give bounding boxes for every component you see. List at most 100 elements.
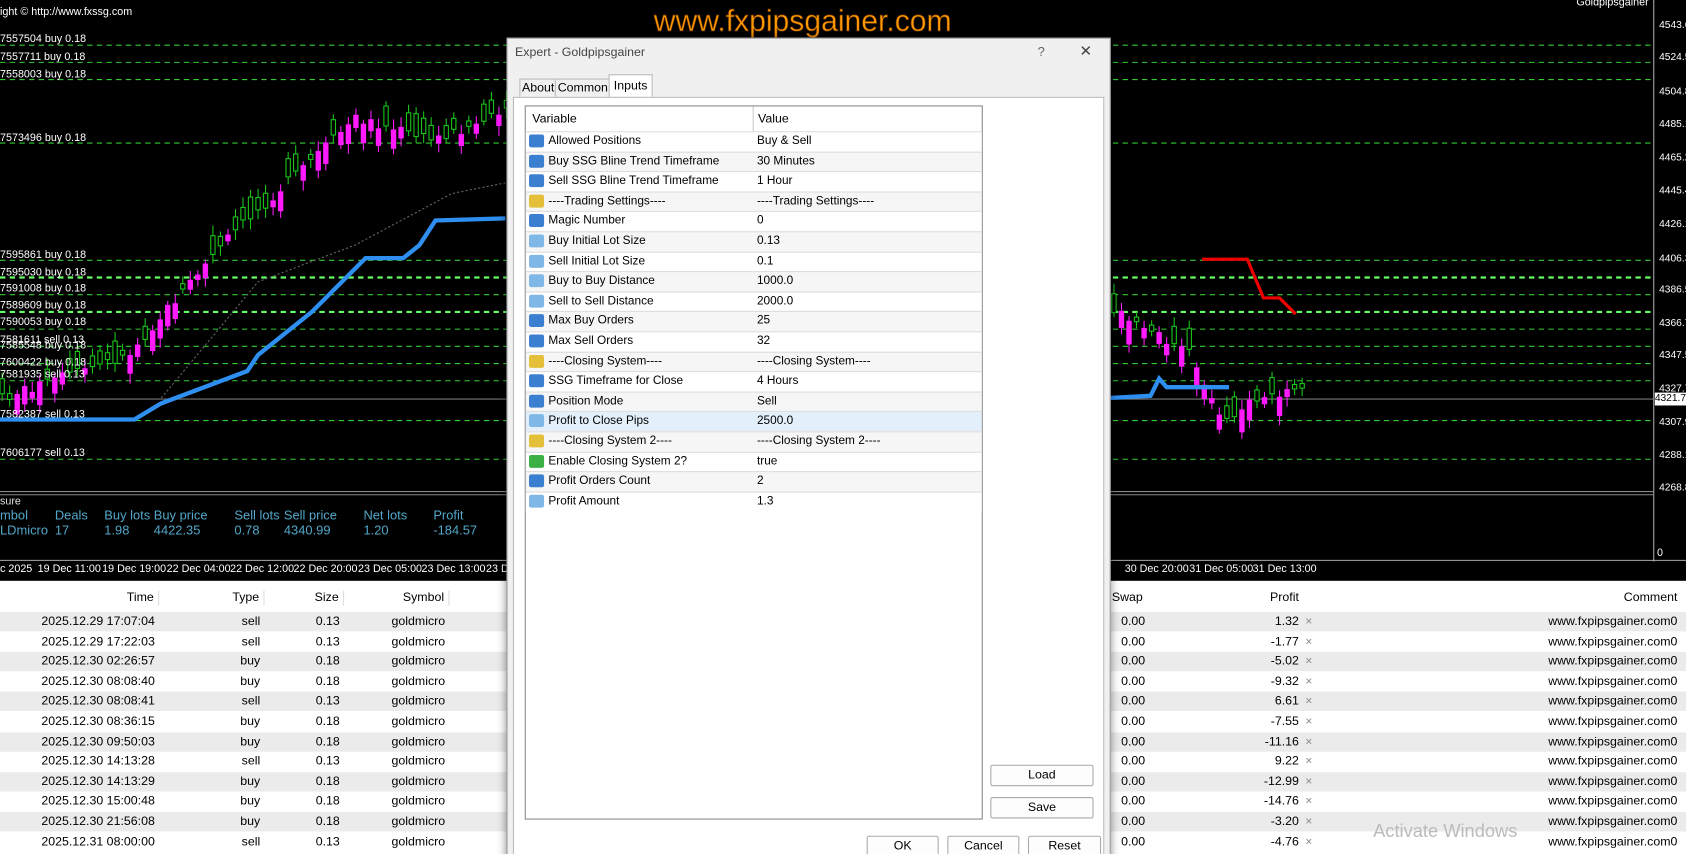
close-icon[interactable]: ×	[1305, 775, 1313, 789]
param-row[interactable]	[525, 291, 982, 312]
candle-body	[353, 114, 359, 129]
param-row[interactable]	[525, 351, 982, 372]
exposure-header: mbol	[0, 507, 28, 523]
param-value[interactable]: 32	[756, 334, 771, 348]
close-icon[interactable]: ×	[1305, 635, 1313, 649]
tab[interactable]: Common	[554, 78, 611, 98]
candle-body	[1209, 398, 1215, 404]
param-row[interactable]	[525, 131, 982, 152]
param-icon	[529, 214, 545, 228]
order-label: 7573496 buy 0.18	[0, 132, 87, 145]
order-label: 7600422 buy 0.18	[0, 357, 87, 369]
param-row[interactable]	[525, 311, 982, 332]
param-value[interactable]: 25	[756, 314, 771, 328]
tab[interactable]: Inputs	[608, 74, 653, 97]
candle-body	[14, 393, 20, 415]
param-row[interactable]	[525, 431, 982, 452]
help-button[interactable]: ?	[1037, 44, 1045, 60]
candle-body	[262, 192, 269, 209]
close-icon[interactable]: ×	[1305, 755, 1313, 769]
param-value[interactable]: ----Closing System----	[756, 354, 871, 368]
param-value[interactable]: 0.1	[756, 254, 774, 268]
candle-body	[255, 197, 261, 211]
order-label: 7595861 buy 0.18	[0, 249, 87, 262]
table-cell: www.fxpipsgainer.com0	[1548, 655, 1678, 669]
load-button[interactable]: Load	[990, 764, 1094, 787]
param-value[interactable]: 2500.0	[756, 414, 794, 428]
close-icon[interactable]: ×	[1305, 715, 1313, 729]
table-cell: www.fxpipsgainer.com0	[1548, 715, 1678, 729]
param-row[interactable]	[525, 391, 982, 412]
reset-button[interactable]: Reset	[1027, 835, 1102, 854]
candle-body	[1141, 327, 1147, 339]
price-label: 4347.5	[1659, 349, 1686, 362]
param-row[interactable]	[525, 491, 982, 512]
param-value[interactable]: 0	[756, 214, 764, 228]
close-icon[interactable]: ×	[1305, 695, 1313, 709]
exposure-value: LDmicro	[0, 522, 49, 538]
close-button[interactable]: ✕	[1079, 41, 1093, 60]
param-value[interactable]: Buy & Sell	[756, 134, 812, 148]
param-row[interactable]	[525, 371, 982, 392]
close-icon[interactable]: ×	[1305, 795, 1313, 809]
candle-body	[195, 274, 201, 280]
param-row[interactable]	[525, 151, 982, 172]
stop-line	[1202, 257, 1297, 316]
cancel-button[interactable]: Cancel	[947, 835, 1020, 854]
table-cell: 2025.12.30 08:08:40	[41, 675, 155, 689]
param-value[interactable]: 0.13	[756, 234, 781, 248]
param-value[interactable]: 1.3	[756, 494, 774, 508]
candle-body	[172, 303, 178, 319]
table-cell: 2025.12.30 09:50:03	[41, 735, 155, 749]
table-header: Time	[0, 590, 160, 606]
param-value[interactable]: ----Trading Settings----	[756, 194, 875, 208]
table-cell: sell	[241, 615, 261, 629]
candle-body	[293, 153, 299, 172]
close-icon[interactable]: ×	[1305, 655, 1313, 669]
param-value[interactable]: 1 Hour	[756, 174, 793, 188]
close-icon[interactable]: ×	[1305, 735, 1313, 749]
param-row[interactable]	[525, 171, 982, 192]
ok-button[interactable]: OK	[866, 835, 939, 854]
param-row[interactable]	[525, 271, 982, 292]
param-value[interactable]: 2	[756, 474, 764, 488]
param-value[interactable]: Sell	[756, 394, 777, 408]
close-icon[interactable]: ×	[1305, 815, 1313, 829]
table-cell: -12.99	[1263, 775, 1299, 789]
table-cell: 9.22	[1274, 755, 1299, 769]
candle-body	[375, 128, 382, 146]
candle-body	[82, 368, 88, 375]
table-cell: goldmicro	[391, 695, 446, 709]
param-row[interactable]	[525, 451, 982, 472]
table-cell: 0.00	[1121, 635, 1146, 649]
param-row[interactable]	[525, 411, 982, 432]
table-cell: 0.00	[1121, 795, 1146, 809]
param-row[interactable]	[525, 251, 982, 272]
time-label: 31 Dec 05:00	[1189, 563, 1254, 576]
param-value[interactable]: 1000.0	[756, 274, 794, 288]
grid-header: Value	[758, 112, 789, 126]
table-cell: 0.18	[315, 815, 340, 829]
param-row[interactable]	[525, 191, 982, 212]
grid-header: Variable	[532, 112, 577, 126]
param-row[interactable]	[525, 211, 982, 232]
param-icon	[529, 134, 545, 148]
param-value[interactable]: 2000.0	[756, 294, 794, 308]
exposure-value: 4340.99	[283, 522, 331, 538]
save-button[interactable]: Save	[990, 796, 1094, 819]
param-row[interactable]	[525, 471, 982, 492]
tab[interactable]: About	[519, 78, 557, 98]
exposure-header: Profit	[433, 507, 464, 523]
param-value[interactable]: true	[756, 454, 778, 468]
candle-body	[217, 235, 224, 247]
close-icon[interactable]: ×	[1305, 675, 1313, 689]
param-row[interactable]	[525, 231, 982, 252]
candle-body	[488, 99, 495, 114]
param-value[interactable]: ----Closing System 2----	[756, 434, 881, 448]
param-value[interactable]: 30 Minutes	[756, 154, 815, 168]
close-icon[interactable]: ×	[1305, 615, 1313, 629]
param-row[interactable]	[525, 331, 982, 352]
param-value[interactable]: 4 Hours	[756, 374, 799, 388]
close-icon[interactable]: ×	[1305, 835, 1313, 849]
order-label: 7589609 buy 0.18	[0, 300, 87, 312]
